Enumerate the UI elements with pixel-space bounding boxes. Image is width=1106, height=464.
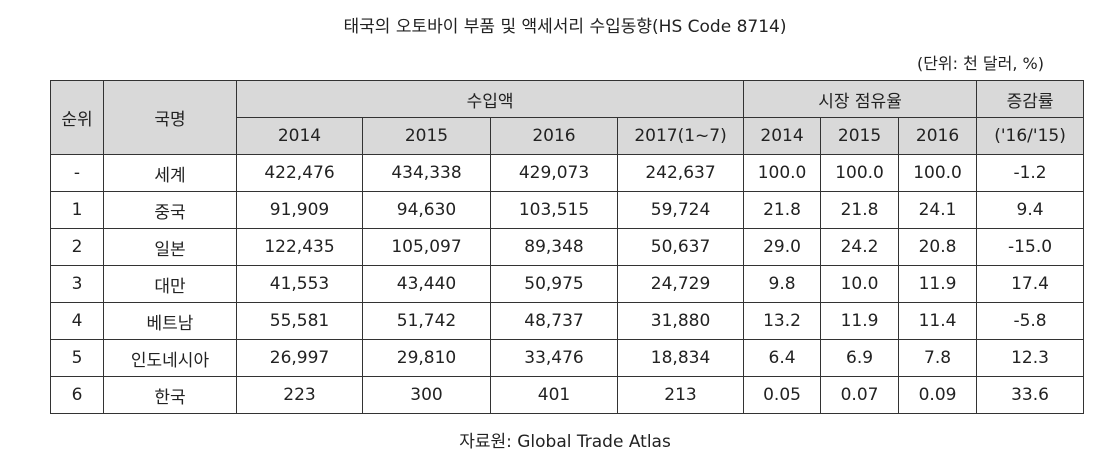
header-cell: 2014: [743, 117, 822, 155]
table-cell: 401: [490, 376, 618, 414]
table-cell: 24.2: [820, 228, 900, 266]
table-cell: 24.1: [898, 191, 978, 229]
table-cell: 33,476: [490, 339, 618, 377]
table-cell: 7.8: [898, 339, 978, 377]
header-cell: 국명: [103, 80, 237, 155]
table-cell: 1: [50, 191, 104, 229]
header-cell: 시장 점유율: [743, 80, 978, 118]
table-cell: -: [50, 154, 104, 192]
table-cell: 17.4: [976, 265, 1085, 303]
table-cell: 9.8: [743, 265, 822, 303]
table-row: - 세계 422,476 434,338 429,073 242,637 100.0 100.…: [50, 154, 1085, 192]
table-cell: 12.3: [976, 339, 1085, 377]
table-cell: 51,742: [362, 302, 491, 340]
table-cell: 베트남: [103, 302, 237, 340]
unit-note: (단위: 천 달러, %): [916, 54, 1044, 73]
table-cell: 242,637: [616, 154, 745, 192]
table-row: 1 중국 91,909 94,630 103,515 59,724 21.8 21.8 24.1…: [50, 191, 1085, 229]
table-cell: 한국: [103, 376, 237, 414]
table-cell: 29.0: [743, 228, 822, 266]
table-cell: 100.0: [898, 154, 978, 192]
table-cell: 122,435: [236, 228, 363, 266]
table-cell: 21.8: [743, 191, 822, 229]
table-cell: 43,440: [362, 265, 491, 303]
table-cell: 10.0: [820, 265, 900, 303]
table-cell: 11.9: [820, 302, 900, 340]
table-cell: 2: [50, 228, 104, 266]
table-cell: -1.2: [976, 154, 1085, 192]
table-cell: 21.8: [820, 191, 900, 229]
table-row: 5 인도네시아 26,997 29,810 33,476 18,834 6.4 6.9 7.8 1…: [50, 339, 1085, 377]
table-cell: 213: [616, 376, 745, 414]
table-cell: 105,097: [362, 228, 491, 266]
title: 태국의 오토바이 부품 및 액세서리 수입동향(HS Code 8714): [343, 17, 787, 37]
table-cell: 3: [50, 265, 104, 303]
table-cell: 55,581: [236, 302, 363, 340]
table-cell: 6.4: [743, 339, 822, 377]
table-cell: 100.0: [743, 154, 822, 192]
header-cell: 2017(1~7): [616, 117, 745, 155]
table-row: 3 대만 41,553 43,440 50,975 24,729 9.8 10.0 11.9 17…: [50, 265, 1085, 303]
table-cell: 20.8: [898, 228, 978, 266]
table-cell: 26,997: [236, 339, 363, 377]
table-cell: 13.2: [743, 302, 822, 340]
header-cell: 순위: [50, 80, 104, 155]
data-table: 순위 국명 수입액 시장 점유율 증감률 2014 2015 2016 2017(1~7) 201…: [50, 80, 1085, 414]
header-cell: 2015: [820, 117, 900, 155]
table-cell: 300: [362, 376, 491, 414]
table-cell: 429,073: [490, 154, 618, 192]
header-cell: ('16/'15): [976, 117, 1085, 155]
table-cell: 434,338: [362, 154, 491, 192]
table-row: 2014 2015 2016 2017(1~7) 2014 2015 2016 ('16/'1…: [51, 117, 1085, 155]
table-cell: 5: [50, 339, 104, 377]
table-cell: 89,348: [490, 228, 618, 266]
table-cell: 31,880: [616, 302, 745, 340]
source: 자료원: Global Trade Atlas: [459, 432, 671, 452]
header-cell: 2015: [362, 117, 491, 155]
table-cell: 0.09: [898, 376, 978, 414]
table-cell: 50,975: [490, 265, 618, 303]
table-row: 4 베트남 55,581 51,742 48,737 31,880 13.2 11.9 11.4…: [50, 302, 1085, 340]
header-cell: 2016: [490, 117, 618, 155]
table-cell: 50,637: [616, 228, 745, 266]
table-cell: 94,630: [362, 191, 491, 229]
table-cell: 9.4: [976, 191, 1085, 229]
table-cell: 4: [50, 302, 104, 340]
table-cell: 18,834: [616, 339, 745, 377]
table-row: 6 한국 223 300 401 213 0.05 0.07 0.09 33.6: [50, 376, 1085, 414]
header-cell: 2016: [898, 117, 978, 155]
table-cell: 103,515: [490, 191, 618, 229]
table-cell: 24,729: [616, 265, 745, 303]
table-cell: 422,476: [236, 154, 363, 192]
table-cell: 6: [50, 376, 104, 414]
table-cell: 41,553: [236, 265, 363, 303]
table-cell: 0.07: [820, 376, 900, 414]
table-cell: -5.8: [976, 302, 1085, 340]
table-cell: 대만: [103, 265, 237, 303]
table-cell: 세계: [103, 154, 237, 192]
header-cell: 수입액: [235, 80, 745, 118]
table-cell: 6.9: [820, 339, 900, 377]
table-cell: 33.6: [976, 376, 1085, 414]
table-cell: 중국: [103, 191, 237, 229]
table-cell: 48,737: [490, 302, 618, 340]
table-cell: -15.0: [976, 228, 1085, 266]
table-cell: 100.0: [820, 154, 900, 192]
table-row: 2 일본 122,435 105,097 89,348 50,637 29.0 24.2 20.…: [50, 228, 1085, 266]
table-cell: 11.9: [898, 265, 978, 303]
table-cell: 인도네시아: [103, 339, 237, 377]
header-cell: 증감률: [976, 80, 1085, 118]
table-cell: 59,724: [616, 191, 745, 229]
table-cell: 29,810: [362, 339, 491, 377]
table-cell: 11.4: [898, 302, 978, 340]
table-cell: 91,909: [236, 191, 363, 229]
table-cell: 0.05: [743, 376, 822, 414]
table-row: 순위 국명 수입액 시장 점유율 증감률: [50, 80, 1085, 155]
table-cell: 일본: [103, 228, 237, 266]
header-cell: 2014: [236, 117, 363, 155]
table-cell: 223: [236, 376, 363, 414]
